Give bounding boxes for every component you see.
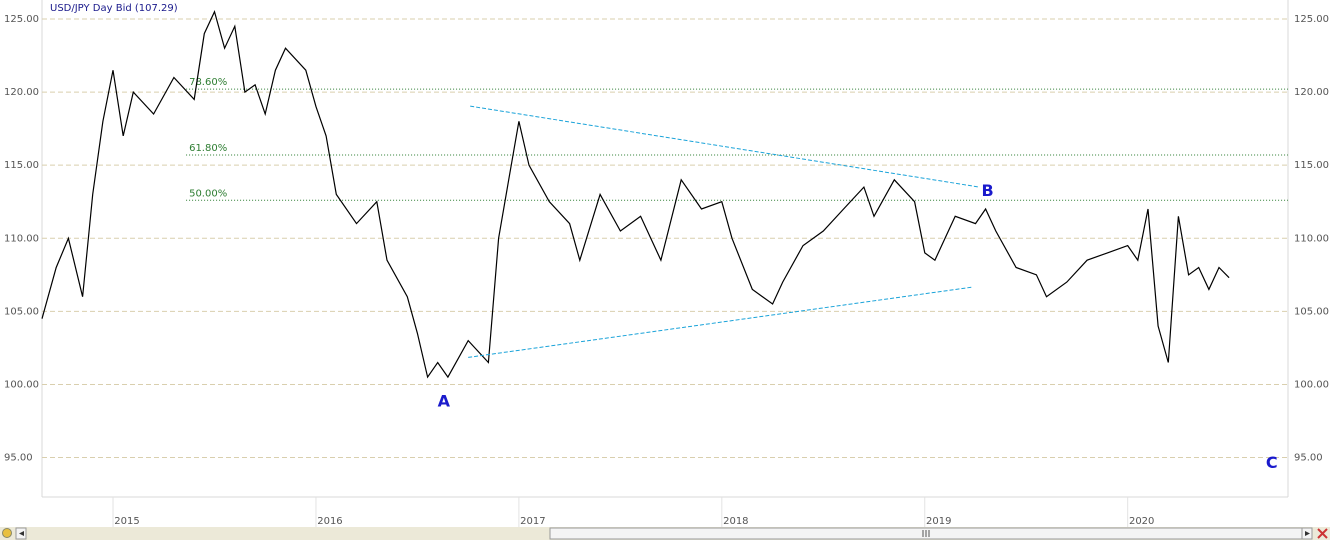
y-tick-label-right: 120.00 (1294, 87, 1329, 98)
y-tick-label-left: 120.00 (4, 87, 39, 98)
scroll-right-arrow (1305, 531, 1310, 536)
scroll-left-arrow (19, 531, 24, 536)
x-tick-label: 2019 (926, 516, 951, 527)
wave-label: C (1266, 453, 1278, 472)
x-tick-label: 2016 (317, 516, 342, 527)
wave-label: A (438, 391, 451, 410)
scroll-grip (922, 530, 930, 537)
y-tick-label-right: 100.00 (1294, 379, 1329, 390)
y-tick-label-left: 100.00 (4, 379, 39, 390)
y-tick-label-right: 110.00 (1294, 233, 1329, 244)
trendline (470, 105, 980, 188)
y-tick-label-left: 105.00 (4, 306, 39, 317)
y-tick-label-right: 95.00 (1294, 453, 1323, 464)
wave-label: B (982, 181, 994, 200)
close-icon[interactable] (1317, 528, 1328, 539)
chart-title: USD/JPY Day Bid (107.29) (50, 3, 178, 14)
trendline (468, 286, 972, 358)
price-line (41, 9, 1230, 379)
y-tick-label-left: 110.00 (4, 233, 39, 244)
x-tick-label: 2017 (520, 516, 545, 527)
y-tick-label-right: 125.00 (1294, 14, 1329, 25)
y-tick-label-left: 125.00 (4, 14, 39, 25)
y-tick-label-right: 105.00 (1294, 306, 1329, 317)
y-tick-label-right: 115.00 (1294, 160, 1329, 171)
y-tick-label-left: 115.00 (4, 160, 39, 171)
fib-label: 50.00% (189, 188, 227, 199)
fib-label: 61.80% (189, 143, 227, 154)
x-tick-label: 2015 (114, 516, 139, 527)
x-tick-label: 2018 (723, 516, 748, 527)
fib-label: 78.60% (189, 77, 227, 88)
x-tick-label: 2020 (1129, 516, 1154, 527)
settings-icon[interactable] (2, 528, 12, 538)
y-tick-label-left: 95.00 (4, 453, 33, 464)
scrollbar[interactable] (0, 527, 1330, 540)
